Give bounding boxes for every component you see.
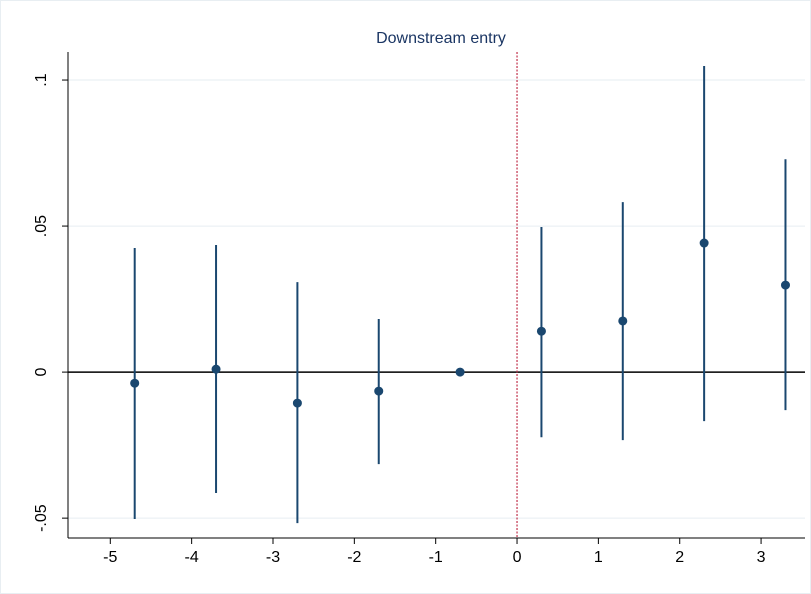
point	[780, 280, 790, 290]
y-tick-label: .05	[33, 215, 50, 237]
x-tick-label: -1	[429, 549, 443, 566]
x-tick-label: -3	[266, 549, 280, 566]
y-tick-label: -.05	[33, 504, 50, 532]
point	[374, 386, 384, 396]
chart-title: Downstream entry	[376, 30, 506, 47]
x-tick-label: 3	[757, 549, 766, 566]
y-tick-label: 0	[33, 368, 50, 377]
x-tick-label: -4	[185, 549, 199, 566]
point	[536, 326, 546, 336]
point	[618, 316, 628, 326]
point	[211, 364, 221, 374]
x-tick-label: 1	[594, 549, 603, 566]
x-tick-label: 2	[675, 549, 684, 566]
x-tick-label: -5	[103, 549, 117, 566]
x-tick-label: 0	[513, 549, 522, 566]
y-tick-label: .1	[33, 73, 50, 86]
x-tick-label: -2	[347, 549, 361, 566]
point	[130, 378, 140, 388]
point	[699, 238, 709, 248]
point	[292, 398, 302, 408]
point	[455, 367, 465, 377]
